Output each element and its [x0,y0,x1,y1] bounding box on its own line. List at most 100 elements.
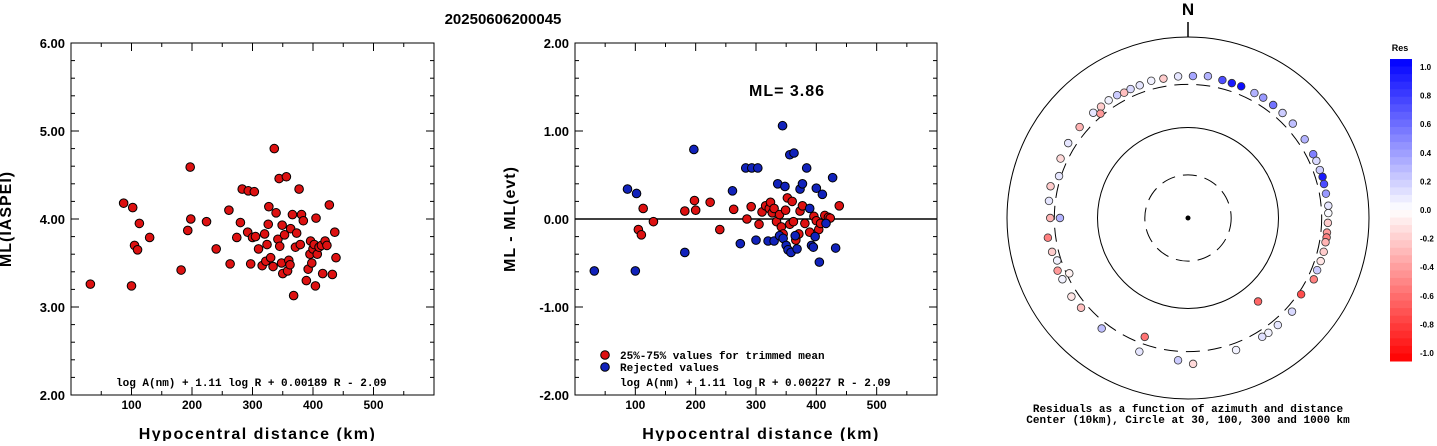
azimuth-residual-panel: N Residuals as a function of azimuth and … [1006,0,1434,427]
station-residual-point [1258,332,1267,341]
station-residual-point [1140,332,1149,342]
magnitude-point [329,227,340,237]
x-tick-label: 200 [686,398,706,412]
distance-ring-30km [1144,174,1232,262]
station-residual-point [1250,88,1259,98]
epicenter-marker [1185,215,1191,221]
y-tick-label: 1.00 [544,124,569,139]
formula-text: log A(nm) + 1.11 log R + 0.00227 R - 2.0… [620,378,891,390]
colorbar-tick-label: -0.6 [1420,292,1434,301]
station-residual-point [1052,256,1062,265]
magnitude-point [274,241,285,252]
legend-label-rejected: Rejected values [620,363,719,375]
colorbar-segment [1390,240,1412,249]
station-residual-point [1188,71,1198,81]
y-tick-label: 0.00 [544,212,569,227]
y-tick-label: -1.00 [539,300,569,315]
x-tick-label: 300 [746,398,766,412]
x-axis-label: Hypocentral distance (km) [139,426,377,441]
colorbar-segment [1390,338,1412,347]
colorbar-segment [1390,315,1412,324]
legend-label-accepted: 25%-75% values for trimmed mean [620,351,825,363]
colorbar-segment [1390,66,1412,75]
station-residual-point [1188,359,1198,369]
caption-line-2: Center (10km), Circle at 30, 100, 300 an… [1026,415,1350,427]
station-residual-point [1096,102,1106,111]
x-tick-label: 100 [121,398,141,412]
colorbar-tick-label: -0.2 [1420,235,1434,244]
magnitude-point [250,231,261,242]
magnitude-vs-distance-panel: 100 200 300 400 500 2.00 3.00 4.00 5.00 6.00 Hypoc… [0,36,435,443]
x-tick-label: 400 [303,398,323,412]
rejected-point [790,230,801,241]
trimmed-mean-point [705,197,715,208]
station-residual-point [1159,74,1168,83]
colorbar-segment [1390,164,1412,173]
magnitude-point [265,252,276,263]
magnitude-point [279,230,290,240]
y-tick-label: -2.00 [539,388,569,403]
station-residual-point [1287,307,1297,316]
station-residual-point [1321,189,1331,198]
x-tick-label: 500 [867,398,887,412]
magnitude-point [298,215,309,226]
magnitude-point [253,244,264,254]
trimmed-mean-point [787,196,798,207]
magnitude-point [331,252,341,263]
magnitude-point [185,214,196,224]
magnitude-point [144,232,155,243]
colorbar-segment [1390,232,1412,241]
colorbar-segment [1390,300,1412,309]
colorbar-segment [1390,330,1412,339]
colorbar-tick-label: 0.4 [1420,149,1432,158]
magnitude-point [269,143,280,154]
colorbar-segment [1390,293,1412,302]
station-residual-point [1075,122,1084,132]
colorbar-segment [1390,217,1412,226]
rejected-point [789,148,799,158]
colorbar-tick-label: 0.8 [1420,92,1432,101]
magnitude-point [295,239,306,250]
magnitude-point [225,259,235,269]
magnitude-point [262,239,272,250]
residual-vs-distance-panel: 100 200 300 400 500 -2.00 -1.00 0.00 1.00 2.00 Hyp… [502,36,938,443]
magnitude-point [118,198,129,208]
colorbar-tick-label: 0.6 [1420,120,1432,129]
trimmed-mean-point [689,195,700,206]
station-residual-point [1058,275,1067,284]
colorbar-segment [1390,142,1412,151]
station-residual-point [1316,256,1325,266]
station-residual-point [1097,324,1106,333]
station-residual-point [1218,75,1227,85]
magnitude-point [176,265,186,275]
rejected-point [827,172,838,183]
y-axis-label: ML(IASPEI) [0,171,15,267]
station-residual-point [1227,78,1237,88]
colorbar-segment [1390,134,1412,143]
station-residual-point [1259,93,1268,102]
colorbar-tick-label: 0.2 [1420,177,1432,186]
station-residual-point [1055,213,1065,223]
magnitude-point [245,259,256,269]
magnitude-point [182,225,193,236]
colorbar-segment [1390,277,1412,286]
station-residual-point [1046,213,1055,223]
colorbar-segment [1390,59,1412,68]
magnitude-point [126,281,137,291]
station-residual-point [1309,275,1318,284]
station-residual-point [1044,196,1054,206]
station-residual-point [1063,138,1073,148]
station-residual-point [1067,292,1076,301]
trimmed-mean-point [769,203,779,214]
trimmed-mean-point [648,216,659,227]
magnitude-point [268,261,278,272]
colorbar-segment [1390,126,1412,135]
station-residual-point [1312,156,1321,166]
magnitude-point [271,208,281,218]
station-residual-point [1309,150,1318,159]
station-residual-point [1288,119,1298,128]
trimmed-mean-point [746,201,756,212]
y-tick-label: 2.00 [40,388,65,403]
magnitude-point [288,290,299,301]
magnitude-point [322,240,332,251]
